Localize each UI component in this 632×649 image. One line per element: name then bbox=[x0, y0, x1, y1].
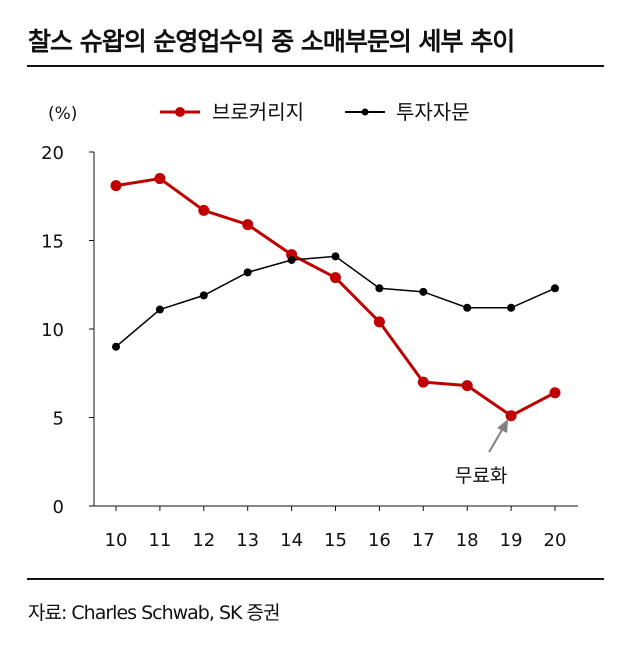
y-tick-label: 10 bbox=[41, 320, 64, 341]
x-tick-label: 14 bbox=[280, 530, 303, 551]
bottom-divider bbox=[27, 578, 604, 580]
data-point bbox=[417, 376, 429, 388]
data-point bbox=[551, 284, 559, 293]
data-point bbox=[199, 291, 208, 300]
legend-marker bbox=[361, 108, 369, 116]
data-point bbox=[375, 284, 384, 293]
x-tick-label: 15 bbox=[324, 530, 347, 551]
data-point bbox=[243, 268, 252, 277]
x-tick-label: 10 bbox=[105, 530, 128, 551]
x-tick-label: 17 bbox=[412, 530, 435, 551]
x-tick-label: 11 bbox=[148, 530, 171, 551]
series-line-투자자문 bbox=[115, 255, 556, 348]
data-point bbox=[463, 303, 472, 312]
y-tick-label: 20 bbox=[41, 143, 64, 164]
legend-label: 브로커리지 bbox=[212, 100, 304, 124]
series-line-브로커리지 bbox=[115, 176, 556, 418]
data-point bbox=[155, 305, 164, 314]
annotation-label: 무료화 bbox=[455, 465, 507, 487]
chart-title: 찰스 슈왑의 순영업수익 중 소매부문의 세부 추이 bbox=[28, 27, 515, 56]
legend-marker bbox=[175, 107, 185, 117]
data-point bbox=[373, 316, 385, 328]
y-tick-label: 0 bbox=[53, 497, 64, 518]
data-point bbox=[154, 173, 166, 185]
data-point bbox=[198, 204, 210, 216]
data-point bbox=[110, 180, 122, 192]
data-point bbox=[112, 342, 120, 351]
annotation-arrow bbox=[488, 427, 504, 453]
x-tick-label: 18 bbox=[456, 530, 479, 551]
x-tick-label: 13 bbox=[236, 530, 259, 551]
data-point bbox=[287, 255, 296, 264]
x-tick-label: 16 bbox=[368, 530, 391, 551]
data-point bbox=[330, 272, 341, 284]
data-point bbox=[242, 219, 254, 231]
data-point bbox=[461, 380, 473, 392]
top-divider bbox=[27, 65, 604, 67]
y-axis-label: (%) bbox=[48, 104, 77, 124]
data-point bbox=[331, 252, 340, 261]
annotation-arrowhead bbox=[497, 419, 509, 433]
data-point bbox=[507, 303, 516, 312]
y-tick-label: 5 bbox=[53, 409, 64, 430]
legend-label: 투자자문 bbox=[396, 100, 470, 124]
data-point bbox=[505, 410, 517, 422]
x-tick-label: 20 bbox=[544, 530, 567, 551]
x-tick-label: 12 bbox=[192, 530, 215, 551]
data-point bbox=[419, 287, 428, 296]
data-point bbox=[549, 387, 561, 399]
x-tick-label: 19 bbox=[500, 530, 523, 551]
y-tick-label: 15 bbox=[41, 232, 64, 253]
source-note: 자료: Charles Schwab, SK 증권 bbox=[28, 602, 280, 624]
